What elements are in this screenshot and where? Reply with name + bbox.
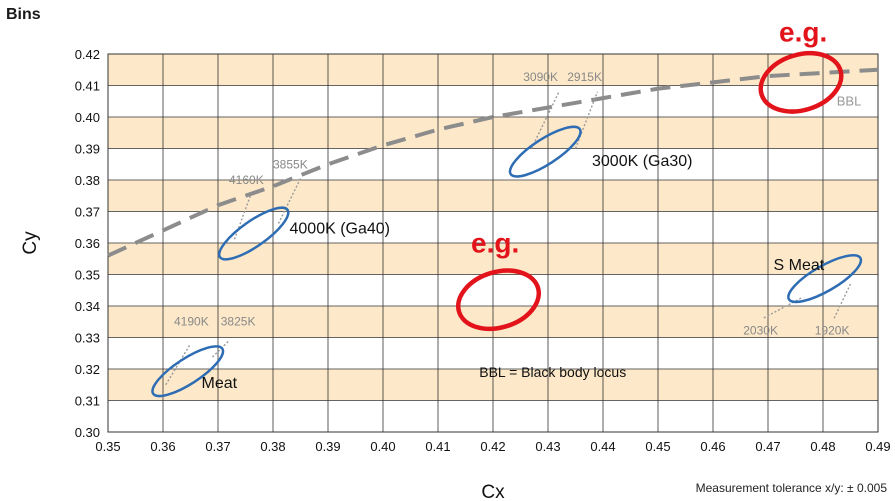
x-axis-title: Cx	[481, 482, 505, 501]
x-tick-label: 0.43	[535, 439, 560, 454]
cct-label: 3090K	[523, 70, 558, 84]
y-tick-label: 0.33	[75, 331, 100, 346]
x-tick-label: 0.39	[315, 439, 340, 454]
y-tick-label: 0.40	[75, 110, 100, 125]
y-tick-label: 0.30	[75, 425, 100, 440]
bin-label: 3000K (Ga30)	[592, 153, 693, 170]
x-tick-label: 0.37	[205, 439, 230, 454]
x-tick-label: 0.44	[590, 439, 615, 454]
highlight-ellipse	[455, 268, 542, 332]
bin-ellipse	[217, 206, 290, 261]
bin-label: 4000K (Ga40)	[290, 221, 391, 238]
bin-ellipse	[508, 125, 582, 178]
y-tick-label: 0.38	[75, 173, 100, 188]
y-tick-label: 0.37	[75, 205, 100, 220]
y-tick-label: 0.36	[75, 236, 100, 251]
x-tick-label: 0.46	[700, 439, 725, 454]
cct-label: 3855K	[273, 157, 308, 171]
cct-label: 4190K	[174, 315, 209, 329]
bbl-legend-note: BBL = Black body locus	[479, 364, 626, 380]
bin-ellipse	[151, 345, 225, 398]
y-tick-label: 0.39	[75, 142, 100, 157]
y-tick-label: 0.42	[75, 47, 100, 62]
x-tick-label: 0.45	[645, 439, 670, 454]
y-tick-label: 0.32	[75, 362, 100, 377]
cct-guide-line	[762, 297, 802, 320]
cct-label: 2030K	[743, 323, 778, 337]
y-tick-label: 0.35	[75, 268, 100, 283]
y-tick-label: 0.34	[75, 299, 100, 314]
chart-title: Bins	[6, 6, 41, 23]
bin-ellipse	[787, 254, 863, 304]
cct-label: 2915K	[567, 70, 602, 84]
cct-guide-line	[277, 178, 302, 224]
x-tick-label: 0.42	[480, 439, 505, 454]
x-tick-label: 0.40	[370, 439, 395, 454]
bbl-curve	[107, 67, 879, 258]
bin-label: S Meat	[774, 257, 825, 274]
x-tick-label: 0.36	[150, 439, 175, 454]
highlight-label: e.g.	[779, 16, 827, 47]
measurement-tolerance-note: Measurement tolerance x/y: ± 0.005	[695, 481, 887, 495]
cct-guide-line	[212, 340, 230, 358]
highlight-ellipse	[758, 50, 844, 114]
x-tick-label: 0.48	[810, 439, 835, 454]
plot-frame	[107, 53, 879, 433]
y-tick-label: 0.31	[75, 394, 100, 409]
y-axis-title: Cy	[20, 231, 41, 255]
cct-label: 4160K	[229, 173, 264, 187]
x-tick-label: 0.47	[755, 439, 780, 454]
y-tick-label: 0.41	[75, 79, 100, 94]
x-tick-label: 0.49	[865, 439, 890, 454]
x-tick-label: 0.35	[95, 439, 120, 454]
cct-label: 1920K	[815, 323, 850, 337]
bbl-label: BBL	[837, 93, 862, 108]
x-tick-label: 0.38	[260, 439, 285, 454]
highlight-label: e.g.	[471, 227, 519, 258]
cct-guide-line	[530, 91, 560, 149]
cct-label: 3825K	[221, 315, 256, 329]
bin-label: Meat	[202, 375, 238, 392]
x-tick-label: 0.41	[425, 439, 450, 454]
